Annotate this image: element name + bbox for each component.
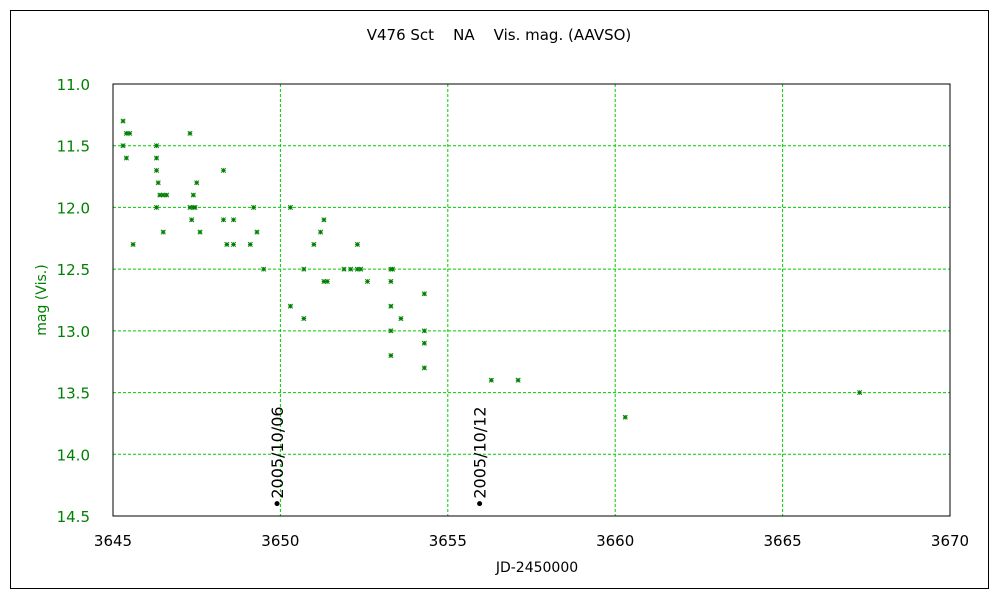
data-point [123,155,129,161]
x-tick-label: 3660 [596,532,634,550]
data-point [153,143,160,149]
data-point [153,167,160,173]
data-point [421,291,427,297]
x-tick-label: 3655 [429,532,467,550]
data-point [224,241,230,248]
data-point [348,266,354,272]
data-point [321,217,327,223]
grid-lines [113,84,950,516]
data-point [190,192,196,198]
data-point [324,278,330,285]
y-tick-label: 13.0 [57,323,90,341]
data-point [622,414,628,420]
y-tick-label: 14.5 [57,508,90,526]
data-point [390,266,396,272]
data-point [251,204,257,210]
annotation-date-label: 2005/10/12 [471,406,490,498]
data-point [364,278,371,285]
data-point [153,155,160,161]
data-point [230,217,237,223]
y-tick-label: 13.5 [57,385,90,403]
y-tick-label: 11.0 [57,76,90,94]
data-point [153,204,160,210]
x-axis-tick-labels: 3645 3650 3655 3660 3665 3670 [94,532,969,550]
data-points [120,118,863,420]
data-point [197,229,203,235]
data-point [192,204,198,210]
data-point [120,118,126,124]
x-axis-label: JD-2450000 [495,560,578,576]
data-point [187,130,193,136]
date-annotations: 2005/10/06 2005/10/12 [268,406,490,507]
data-point [287,204,293,210]
data-point [318,229,324,235]
data-point [220,167,227,173]
data-point [421,340,427,346]
annotation-marker [477,501,483,507]
data-point [388,278,394,285]
plot-area-border [112,83,951,517]
data-point [160,229,166,235]
data-point [194,180,200,186]
data-point [515,377,521,383]
data-point [123,130,129,136]
annotation-marker [274,501,280,507]
y-tick-label: 12.0 [57,199,90,217]
data-point [354,241,360,248]
data-point [157,192,163,198]
data-point [301,266,307,272]
data-point [421,328,427,334]
data-point [421,365,427,371]
y-axis-label: mag (Vis.) [34,264,50,335]
data-point [301,315,307,322]
data-point [857,390,863,396]
x-tick-label: 3665 [764,532,802,550]
data-point [261,266,267,272]
x-tick-label: 3645 [94,532,132,550]
data-point [187,204,193,210]
data-point [164,192,170,198]
data-point [230,241,237,248]
data-point [127,130,133,136]
chart-title: V476 Sct NA Vis. mag. (AAVSO) [367,26,632,44]
data-point [354,266,360,272]
data-point [321,278,327,285]
y-tick-label: 12.5 [57,261,90,279]
data-point [155,180,161,186]
data-point [287,303,293,309]
data-point [388,352,394,359]
data-point [220,217,227,223]
data-point [120,143,126,149]
data-point [488,377,494,383]
x-tick-label: 3670 [931,532,969,550]
data-point [398,315,404,322]
data-point [388,328,394,334]
data-point [358,266,364,272]
data-point [388,303,394,309]
data-point [341,266,347,272]
data-point [160,192,166,198]
x-tick-label: 3650 [261,532,299,550]
data-point [311,241,317,248]
y-axis-tick-labels: 11.0 11.5 12.0 12.5 13.0 13.5 14.0 14.5 [57,76,90,526]
data-point [247,241,253,248]
y-tick-label: 11.5 [57,138,90,156]
annotation-date-label: 2005/10/06 [268,406,287,498]
data-point [189,217,195,223]
data-point [130,241,136,248]
y-tick-label: 14.0 [57,446,90,464]
data-point [254,229,260,235]
chart-frame [10,10,989,589]
